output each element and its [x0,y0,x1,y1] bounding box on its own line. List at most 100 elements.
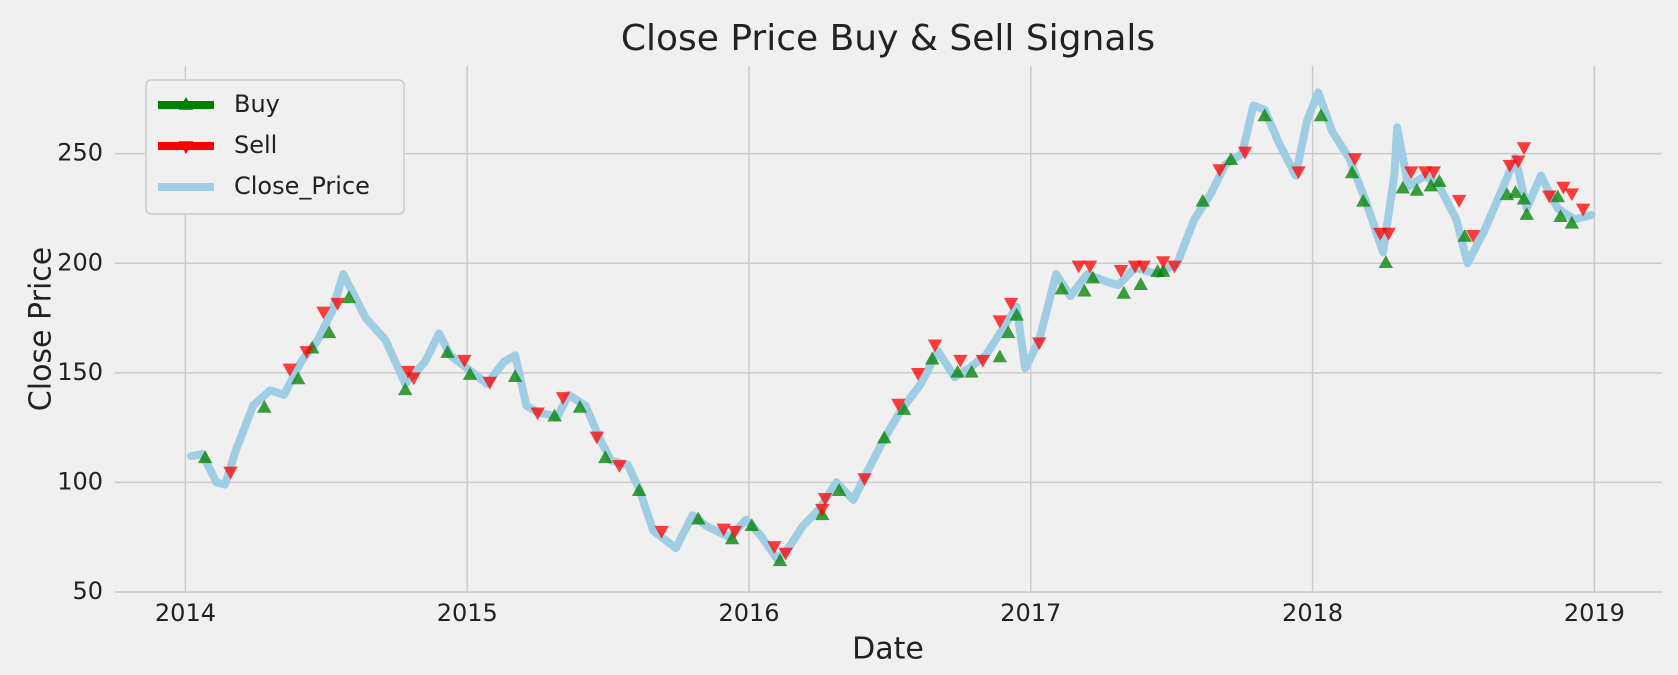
x-tick-label: 2015 [437,599,498,627]
signal-marker [631,483,647,496]
signal-marker [1054,281,1069,295]
signal-marker [1167,260,1182,274]
signal-marker [744,518,760,532]
signal-marker [555,392,571,405]
signal-marker [1085,270,1100,284]
signal-marker [817,492,833,506]
signal-marker [1404,166,1419,180]
signal-marker [1556,181,1571,195]
signal-marker [1156,264,1171,277]
signal-marker [1344,165,1360,179]
signal-marker [927,339,943,353]
signal-marker [440,345,455,358]
x-tick-label: 2017 [1000,599,1061,627]
legend-label: Close_Price [234,172,370,200]
signal-marker [654,525,669,539]
signal-marker [1378,255,1394,269]
legend-marker [178,97,194,110]
signal-marker [398,382,413,396]
signal-marker [831,483,847,496]
signal-marker [1001,325,1016,339]
signal-marker [1223,152,1239,166]
signal-marker [1212,164,1227,178]
signal-marker [341,290,357,304]
signal-marker [1542,190,1557,204]
signal-marker [964,364,979,378]
signal-marker [992,315,1008,329]
signal-marker [257,399,272,413]
signal-marker [316,306,331,320]
signal-marker [1077,283,1092,297]
signal-marker [767,541,782,554]
signal-marker [924,351,940,365]
signal-marker [1457,228,1472,242]
signal-marker [877,430,892,444]
signal-marker [1003,297,1019,311]
signal-marker [1291,166,1306,180]
x-tick-label: 2016 [718,599,779,627]
signal-marker [992,349,1008,363]
signal-marker [1502,159,1518,173]
signal-marker [1381,227,1396,241]
signal-marker [1356,193,1371,207]
x-axis-label: Date [852,632,924,667]
signal-marker [910,368,926,381]
signal-marker [1432,174,1447,187]
signal-marker [330,297,345,311]
signal-marker [950,364,965,378]
signal-marker [1553,209,1568,223]
y-tick-label: 150 [57,358,103,386]
signal-marker [462,367,478,380]
chart-title: Close Price Buy & Sell Signals [621,18,1155,59]
signal-marker [589,431,605,445]
signal-marker [1519,207,1534,220]
signal-marker [1237,146,1253,160]
signal-marker [1136,260,1151,274]
signal-marker [1564,188,1580,202]
y-tick-label: 50 [72,577,103,605]
signal-marker [1409,182,1425,196]
signal-marker [223,466,238,480]
signal-marker [1195,193,1210,207]
signal-marker [1032,337,1047,351]
legend-marker [178,141,194,154]
signal-marker [321,325,337,339]
signal-marker [282,363,297,377]
signal-marker [1113,265,1129,278]
signal-marker [716,523,731,537]
signal-marker [1082,260,1098,274]
signal-marker [612,460,627,473]
signal-marker [724,531,740,545]
signal-marker [857,473,872,487]
signal-marker [507,369,523,383]
signal-marker [1550,189,1565,203]
signal-marker [482,376,497,390]
signal-marker [1156,256,1171,270]
x-tick-label: 2018 [1282,599,1343,627]
signal-marker [1466,229,1481,243]
signal-marker [975,354,991,368]
signal-marker [1347,153,1363,167]
signal-marker [457,354,472,368]
signal-marker [953,354,968,368]
legend-box [145,79,405,215]
legend-label: Sell [234,131,277,159]
signal-marker [727,525,743,539]
signal-marker [1516,142,1532,156]
signal-marker [1395,180,1410,194]
signal-marker [772,553,788,567]
x-tick-label: 2019 [1564,599,1625,627]
signal-marker [891,398,906,412]
signal-marker [290,371,306,385]
signal-marker [1116,285,1131,299]
signal-marker [1257,108,1272,122]
signal-marker [1508,185,1523,198]
signal-marker [778,547,793,561]
y-tick-label: 100 [57,467,103,495]
x-tick-label: 2014 [155,599,216,627]
signal-marker [1451,194,1467,208]
signal-marker [547,408,562,422]
legend: Buy Sell Close_Price [145,79,405,215]
signal-marker [1511,155,1526,169]
signal-marker [598,450,613,464]
